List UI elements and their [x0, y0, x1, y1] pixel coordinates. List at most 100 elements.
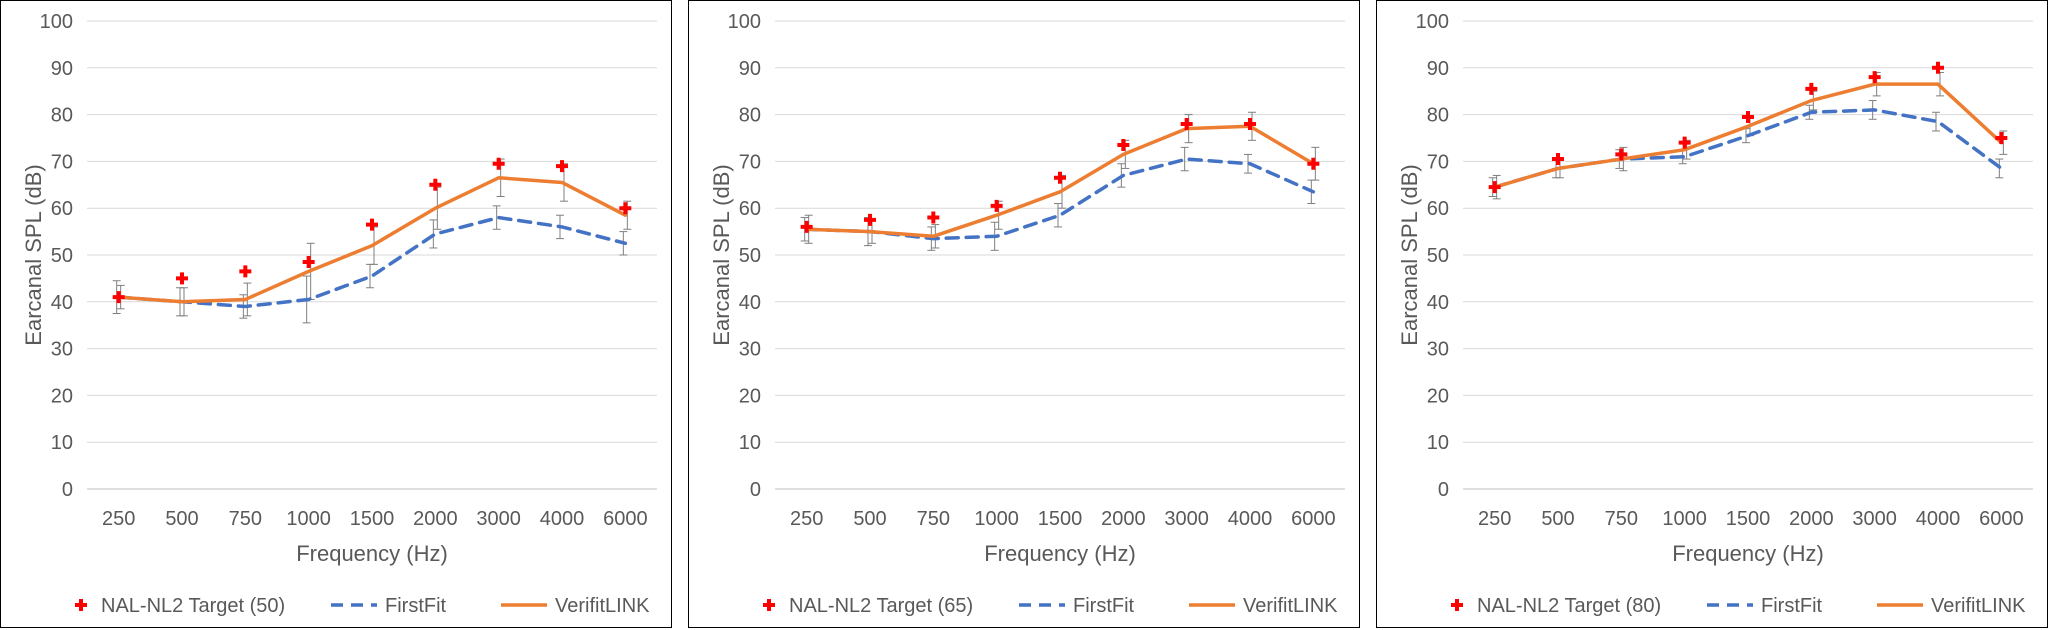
- target-marker-plus: [429, 179, 441, 191]
- x-tick-label: 3000: [1164, 508, 1209, 530]
- legend-label: VerifitLINK: [1931, 595, 2026, 617]
- y-tick-label: 40: [739, 292, 761, 314]
- y-tick-label: 100: [728, 11, 761, 33]
- y-tick-label: 100: [40, 11, 73, 33]
- legend-label: FirstFit: [1761, 595, 1823, 617]
- y-tick-label: 50: [51, 245, 73, 267]
- legend-marker-plus: [763, 599, 775, 611]
- target-markers: [113, 158, 632, 303]
- legend-label: FirstFit: [385, 595, 447, 617]
- y-tick-label: 100: [1416, 11, 1449, 33]
- legend: NAL-NL2 Target (65) FirstFit VerifitLINK: [763, 595, 1338, 617]
- y-tick-label: 10: [51, 432, 73, 454]
- y-tick-label: 80: [739, 105, 761, 127]
- y-tick-label: 90: [51, 58, 73, 80]
- x-axis-title: Frequency (Hz): [1672, 541, 1824, 566]
- x-axis-title: Frequency (Hz): [296, 541, 448, 566]
- x-tick-label: 2000: [1789, 508, 1834, 530]
- target-marker-plus: [1995, 132, 2007, 144]
- y-tick-label: 30: [739, 339, 761, 361]
- chart-panel-2: 0 10 20 30 40 50 60 70 80 90 100 250 500 750 1000 1500 2…: [688, 0, 1360, 628]
- legend-label: NAL-NL2 Target (65): [789, 595, 973, 617]
- y-tick-label: 10: [739, 432, 761, 454]
- legend-label: FirstFit: [1073, 595, 1135, 617]
- x-tick-label: 3000: [476, 508, 521, 530]
- x-tick-label: 500: [853, 508, 886, 530]
- x-tick-label: 1500: [1726, 508, 1771, 530]
- target-marker-plus: [303, 256, 315, 268]
- legend-label: NAL-NL2 Target (50): [101, 595, 285, 617]
- y-tick-label: 50: [1427, 245, 1449, 267]
- target-marker-plus: [176, 272, 188, 284]
- target-marker-plus: [864, 214, 876, 226]
- target-marker-plus: [366, 219, 378, 231]
- x-tick-label: 4000: [540, 508, 585, 530]
- chart-panel-1: 0 10 20 30 40 50 60 70 80 90 100 250 500 750 1000 1500 2…: [0, 0, 672, 628]
- target-marker-plus: [1054, 172, 1066, 184]
- target-marker-plus: [927, 212, 939, 224]
- x-tick-label: 1000: [974, 508, 1019, 530]
- x-tick-label: 4000: [1228, 508, 1273, 530]
- y-tick-label: 80: [51, 105, 73, 127]
- legend: NAL-NL2 Target (80) FirstFit VerifitLINK: [1451, 595, 2026, 617]
- y-tick-label: 40: [1427, 292, 1449, 314]
- x-tick-label: 4000: [1916, 508, 1961, 530]
- y-tick-label: 30: [1427, 339, 1449, 361]
- y-tick-label: 20: [51, 385, 73, 407]
- target-marker-plus: [1489, 181, 1501, 193]
- y-tick-label: 90: [739, 58, 761, 80]
- y-tick-label: 10: [1427, 432, 1449, 454]
- legend-marker-plus: [1451, 599, 1463, 611]
- y-axis-title: Earcanal SPL (dB): [709, 164, 734, 345]
- y-tick-label: 20: [739, 385, 761, 407]
- x-tick-label: 250: [790, 508, 823, 530]
- y-tick-label: 70: [51, 151, 73, 173]
- y-tick-label: 40: [51, 292, 73, 314]
- x-tick-label: 750: [229, 508, 262, 530]
- legend: NAL-NL2 Target (50) FirstFit VerifitLINK: [75, 595, 650, 617]
- target-marker-plus: [239, 265, 251, 277]
- legend-label: VerifitLINK: [1243, 595, 1338, 617]
- legend-label: NAL-NL2 Target (80): [1477, 595, 1661, 617]
- y-tick-label: 50: [739, 245, 761, 267]
- x-tick-label: 250: [102, 508, 135, 530]
- y-axis-title: Earcanal SPL (dB): [21, 164, 46, 345]
- x-tick-label: 750: [1605, 508, 1638, 530]
- gridlines: [87, 21, 657, 489]
- series-line-firstfit: [119, 218, 626, 307]
- x-axis-title: Frequency (Hz): [984, 541, 1136, 566]
- x-tick-label: 2000: [1101, 508, 1146, 530]
- y-tick-label: 70: [1427, 151, 1449, 173]
- y-tick-label: 30: [51, 339, 73, 361]
- target-marker-plus: [1742, 111, 1754, 123]
- x-tick-label: 1000: [1662, 508, 1707, 530]
- x-tick-label: 2000: [413, 508, 458, 530]
- target-markers: [801, 118, 1320, 233]
- x-tick-label: 6000: [1979, 508, 2024, 530]
- x-tick-label: 500: [1541, 508, 1574, 530]
- y-tick-label: 0: [750, 479, 761, 501]
- series-line-verifitlink: [119, 178, 626, 302]
- x-tick-label: 6000: [603, 508, 648, 530]
- y-tick-label: 0: [62, 479, 73, 501]
- y-tick-label: 80: [1427, 105, 1449, 127]
- chart-svg: 0 10 20 30 40 50 60 70 80 90 100 250 500 750 1000 1500 2…: [1, 1, 671, 627]
- y-tick-label: 0: [1438, 479, 1449, 501]
- chart-panel-3: 0 10 20 30 40 50 60 70 80 90 100 250 500 750 1000 1500 2…: [1376, 0, 2048, 628]
- y-tick-label: 60: [739, 198, 761, 220]
- y-tick-label: 60: [51, 198, 73, 220]
- y-tick-label: 20: [1427, 385, 1449, 407]
- x-tick-label: 750: [917, 508, 950, 530]
- legend-marker-plus: [75, 599, 87, 611]
- y-tick-label: 90: [1427, 58, 1449, 80]
- target-marker-plus: [1805, 83, 1817, 95]
- x-tick-label: 1000: [286, 508, 331, 530]
- chart-svg: 0 10 20 30 40 50 60 70 80 90 100 250 500 750 1000 1500 2…: [1377, 1, 2047, 627]
- x-tick-label: 6000: [1291, 508, 1336, 530]
- x-tick-label: 1500: [350, 508, 395, 530]
- legend-label: VerifitLINK: [555, 595, 650, 617]
- chart-svg: 0 10 20 30 40 50 60 70 80 90 100 250 500 750 1000 1500 2…: [689, 1, 1359, 627]
- target-marker-plus: [1552, 153, 1564, 165]
- x-tick-label: 3000: [1852, 508, 1897, 530]
- y-axis-title: Earcanal SPL (dB): [1397, 164, 1422, 345]
